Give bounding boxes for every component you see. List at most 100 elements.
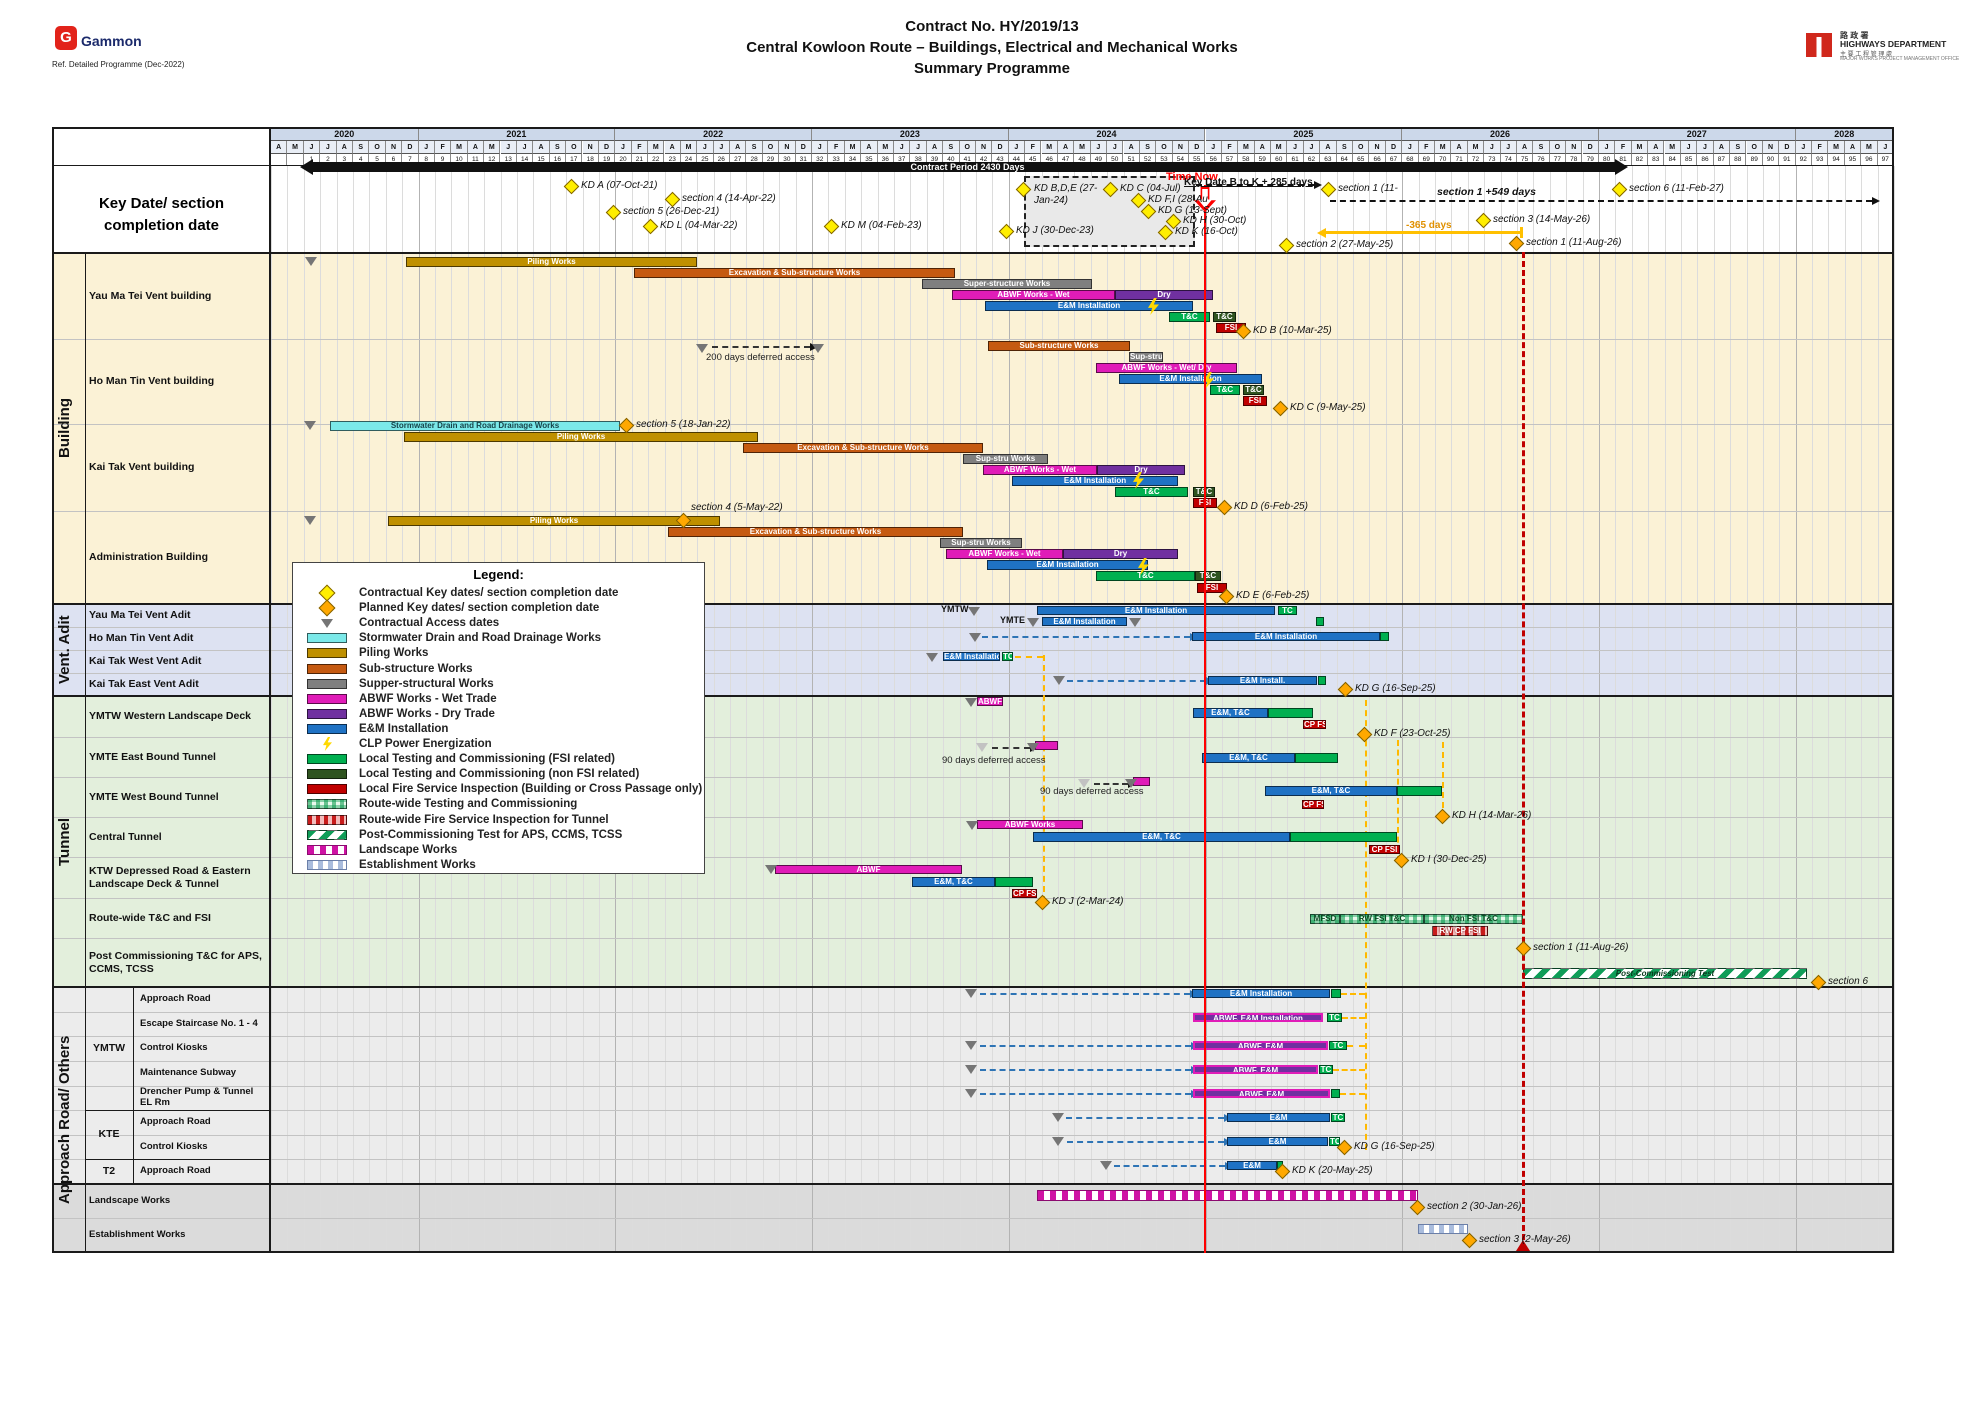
timeline-month: N bbox=[1172, 141, 1190, 154]
gantt-bar-tc: T&C bbox=[1169, 312, 1210, 322]
gantt-bar-su: Excavation & Sub-structure Works bbox=[668, 527, 963, 537]
clp-energization-bolt bbox=[1133, 472, 1144, 489]
keydate-label: KD G (16-Sep-25) bbox=[1355, 683, 1436, 694]
keydate-label: section 2 (30-Jan-26) bbox=[1427, 1201, 1522, 1212]
gantt-bar-pc: Post-Commissioning Test bbox=[1523, 968, 1807, 979]
legend-swatch-su bbox=[307, 663, 347, 674]
keydate-link-hdash bbox=[1015, 656, 1043, 658]
timeline-month: A bbox=[861, 141, 878, 154]
gantt-bar-tc: TC bbox=[1331, 1113, 1345, 1122]
legend-swatch-pi bbox=[307, 648, 347, 659]
grid-month-line bbox=[1090, 166, 1092, 1253]
keydate-label: section 3 (14-May-26) bbox=[1493, 214, 1591, 225]
gantt-bar-rg: MFSD bbox=[1310, 914, 1340, 924]
legend-item: ABWF Works - Dry Trade bbox=[293, 707, 704, 722]
grid-month-line bbox=[1844, 166, 1846, 1253]
gantt-bar-su: Excavation & Sub-structure Works bbox=[743, 443, 983, 453]
timeline-month: M bbox=[1041, 141, 1058, 154]
legend-item: Sub-structure Works bbox=[293, 662, 704, 677]
gantt-bar-pi: Piling Works bbox=[388, 516, 720, 526]
gantt-bar-tc: T&C bbox=[1210, 385, 1240, 395]
keydate-label: section 5 (18-Jan-22) bbox=[636, 419, 731, 430]
timeline-month: F bbox=[1615, 141, 1632, 154]
grid-month-line bbox=[1713, 166, 1715, 1253]
access-link-dash bbox=[980, 1069, 1191, 1071]
timeline-year: 2022 bbox=[615, 127, 812, 141]
grid-month-line bbox=[1697, 166, 1699, 1253]
gantt-bar-em: E&M, T&C bbox=[1193, 708, 1268, 718]
keydate-label: KD M (04-Feb-23) bbox=[841, 220, 922, 231]
grid-month-line bbox=[1008, 166, 1010, 1253]
keydate-label: section 1 (11-Aug-26) bbox=[1533, 942, 1629, 953]
legend-item-label: Contractual Access dates bbox=[359, 617, 500, 630]
timeline-month: A bbox=[1844, 141, 1862, 154]
row-separator bbox=[52, 1135, 1894, 1136]
panel-border bbox=[52, 127, 54, 1253]
timeline-month: J bbox=[1697, 141, 1714, 154]
row-separator bbox=[52, 737, 1894, 738]
grid-month-line bbox=[1172, 166, 1174, 1253]
page-title-line1: Contract No. HY/2019/13 bbox=[905, 18, 1079, 35]
timeline-month: J bbox=[1303, 141, 1321, 154]
clp-energization-bolt bbox=[1203, 372, 1214, 389]
row-label: Post Commissioning T&C for APS, CCMS, TC… bbox=[89, 950, 262, 975]
page-title-line3: Summary Programme bbox=[914, 60, 1070, 77]
timeline-month: J bbox=[910, 141, 927, 154]
contract-period-label: Contract Period 2430 Days bbox=[900, 162, 1035, 172]
gantt-bar-dr: Dry bbox=[1063, 549, 1178, 559]
gantt-bar-wt: ABWF Works bbox=[977, 820, 1083, 829]
legend-item: Contractual Key dates/ section completio… bbox=[293, 584, 704, 602]
timeline-month: O bbox=[1353, 141, 1370, 154]
keydate-label: KD F (23-Oct-25) bbox=[1374, 728, 1451, 739]
gantt-bar-em: E&M, T&C bbox=[912, 877, 995, 887]
keydate-label: KD E (6-Feb-25) bbox=[1236, 590, 1310, 601]
annotation-timenow: Time Now bbox=[1166, 171, 1218, 183]
timeline-month: O bbox=[959, 141, 976, 154]
grid-month-line bbox=[713, 166, 715, 1253]
timeline-year: 2024 bbox=[1008, 127, 1206, 141]
gantt-bar-fs: CP FSI bbox=[1302, 800, 1324, 809]
gantt-bar-em: E&M Installation bbox=[1192, 989, 1330, 998]
grid-month-line bbox=[1566, 166, 1568, 1253]
timeline-month: A bbox=[1320, 141, 1337, 154]
section-border bbox=[52, 603, 1894, 605]
timeline-month: J bbox=[1795, 141, 1812, 154]
legend-item: Route-wide Fire Service Inspection for T… bbox=[293, 813, 704, 828]
row-label: Approach Road bbox=[140, 1165, 211, 1177]
legend-item-label: Planned Key dates/ section completion da… bbox=[359, 602, 600, 615]
grid-month-line bbox=[1189, 166, 1191, 1253]
keydate-link-hdash bbox=[1333, 1069, 1365, 1071]
row-label: Ho Man Tin Vent Adit bbox=[89, 632, 194, 645]
keydate-label: section 1 (11- bbox=[1338, 183, 1398, 194]
gantt-bar-tc: TC bbox=[1329, 1137, 1340, 1146]
timeline-month: A bbox=[1057, 141, 1075, 154]
subgroup-border bbox=[85, 1110, 271, 1111]
grid-month-line bbox=[992, 166, 994, 1253]
timeline-year: 2027 bbox=[1598, 127, 1796, 141]
gantt-bar-wt: ABWF Works - Wet bbox=[983, 465, 1097, 475]
timeline-month: M bbox=[1828, 141, 1845, 154]
access-date-triangle bbox=[1027, 618, 1039, 627]
grid-month-line bbox=[1041, 166, 1043, 1253]
gantt-bar-em: E&M Installation bbox=[1192, 632, 1380, 641]
grid-month-line bbox=[287, 166, 289, 1253]
panel-border bbox=[1892, 127, 1894, 1253]
grid-month-line bbox=[1861, 166, 1863, 1253]
keydate-label: section 2 (27-May-25) bbox=[1296, 239, 1394, 250]
grid-month-line bbox=[1435, 166, 1436, 1253]
gantt-bar-em: E&M Installation bbox=[1012, 476, 1178, 486]
ref-text: Ref. Detailed Programme (Dec-2022) bbox=[52, 60, 185, 69]
keydate-link-vdash bbox=[1442, 742, 1444, 818]
legend-item-label: Piling Works bbox=[359, 647, 429, 660]
grid-month-line bbox=[1074, 166, 1076, 1253]
gantt-bar-em: E&M Installation bbox=[1037, 606, 1275, 615]
keydate-label: section 4 (5-May-22) bbox=[691, 502, 783, 513]
keydate-label: KD K (16-Oct) bbox=[1175, 226, 1238, 237]
timeline-month: J bbox=[1500, 141, 1517, 154]
gantt-bar-ew bbox=[1418, 1224, 1468, 1234]
grid-month-line bbox=[1615, 166, 1617, 1253]
access-date-triangle bbox=[765, 865, 777, 874]
timeline-month: A bbox=[1648, 141, 1665, 154]
timeline-month: N bbox=[779, 141, 796, 154]
timeline-month: N bbox=[1369, 141, 1386, 154]
